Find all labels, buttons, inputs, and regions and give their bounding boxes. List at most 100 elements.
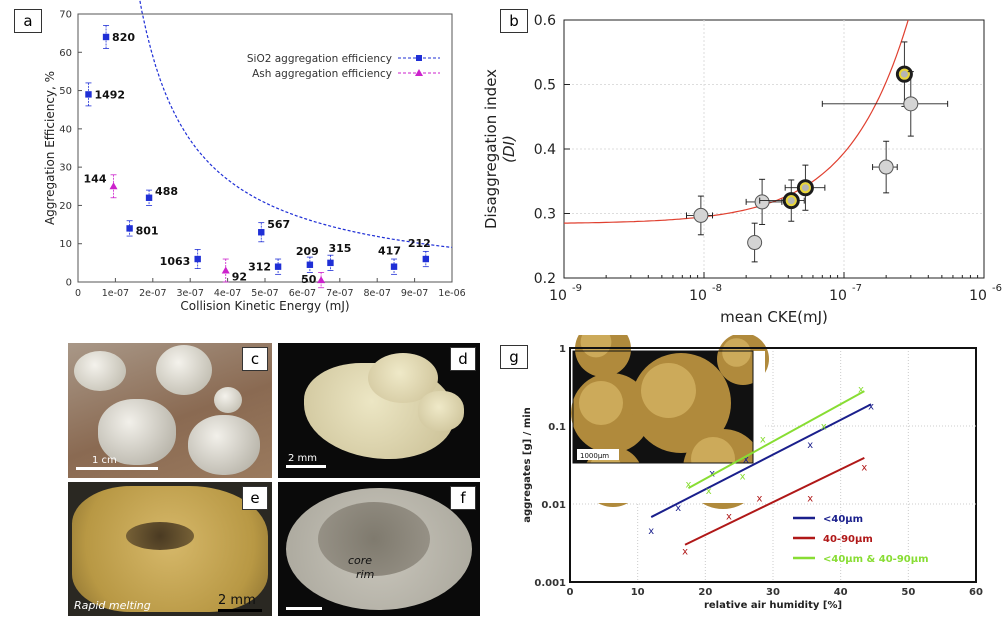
sio2-point [422, 255, 430, 263]
inset-aggregate-highlight [580, 335, 612, 358]
x-tick-exponent: -8 [712, 283, 722, 294]
y-tick-label: 0 [66, 278, 72, 289]
fit-curve [564, 19, 909, 224]
data-point: x [648, 526, 654, 537]
x-tick-label: 1e-07 [102, 288, 129, 299]
inset-scale-text: 1000µm [580, 452, 609, 460]
data-point: x [675, 503, 681, 514]
scale-bar-c [76, 467, 158, 470]
data-label: 1063 [160, 255, 191, 268]
x-axis-label: mean CKE(mJ) [720, 308, 828, 326]
data-label: 212 [408, 237, 431, 250]
y-tick-label: 0.4 [534, 142, 556, 158]
x-tick-label: 9e-07 [401, 288, 428, 299]
data-label: 92 [232, 271, 247, 284]
x-tick-label: 5e-07 [251, 288, 278, 299]
data-point: x [807, 493, 813, 504]
data-point [747, 235, 763, 251]
data-point: x [740, 471, 746, 482]
aggregate-ball [74, 351, 126, 391]
x-tick-label: 50 [901, 587, 915, 598]
fit-line [687, 390, 865, 489]
sio2-fit-curve [139, 0, 453, 248]
x-tick-label: 10 [829, 288, 847, 304]
scale-bar-f [286, 607, 322, 610]
y-tick-label: 50 [59, 86, 72, 97]
x-tick-label: 10 [549, 288, 567, 304]
data-label: 488 [155, 185, 178, 198]
x-tick-label: 3e-07 [176, 288, 203, 299]
inset-aggregate-highlight [579, 381, 623, 425]
data-point [693, 207, 709, 223]
legend-marker [416, 55, 422, 61]
y-tick-label: 10 [59, 239, 72, 250]
data-point: x [807, 440, 813, 451]
x-tick-label: 20 [698, 587, 712, 598]
chart-g: 0 10 20 30 40 50 60 0.001 0.01 0.1 1 relative air h… [522, 335, 983, 611]
sio2-point [274, 263, 282, 270]
x-tick-label: 0 [567, 587, 574, 598]
highlight-ring [799, 182, 811, 194]
data-point [878, 159, 894, 175]
y-axis-label: Disaggregation index [482, 69, 500, 229]
x-axis-label: Collision Kinetic Energy (mJ) [180, 299, 349, 313]
x-tick-exponent: -7 [852, 283, 862, 294]
data-point: x [685, 480, 691, 491]
x-tick-label: 6e-07 [289, 288, 316, 299]
data-point: x [821, 422, 827, 433]
x-tick-label: 8e-07 [363, 288, 390, 299]
inset-scale-box [577, 449, 619, 460]
y-tick-label: 70 [59, 10, 72, 21]
ash-point [109, 182, 118, 190]
sio2-point [258, 229, 265, 236]
data-label: 312 [248, 261, 271, 274]
data-point: x [682, 546, 688, 557]
y-tick-label: 0.2 [534, 271, 556, 287]
legend-label: <40µm [823, 514, 863, 525]
ash-point [221, 266, 230, 274]
aggregate-cluster [418, 391, 464, 431]
data-point: x [868, 402, 874, 413]
data-label: 144 [84, 172, 107, 185]
fit-line [650, 403, 872, 518]
highlight-ring [785, 195, 797, 207]
y-tick-label: 1 [559, 344, 566, 355]
legend-label: SiO2 aggregation efficiency [247, 53, 392, 65]
ash-point [317, 276, 326, 284]
x-tick-label: 10 [969, 288, 987, 304]
x-tick-label: 0 [75, 288, 81, 299]
x-tick-label: 7e-07 [326, 288, 353, 299]
panel-label-f: f [450, 486, 476, 510]
x-tick-label: 10 [689, 288, 707, 304]
x-tick-exponent: -6 [992, 283, 1002, 294]
y-tick-label: 60 [59, 48, 72, 59]
melt-cavity [126, 522, 194, 550]
scale-text-e: 2 mm [218, 593, 256, 608]
panel-label-c: c [242, 347, 268, 371]
data-label: 209 [296, 245, 319, 258]
x-tick-label: 4e-07 [214, 288, 241, 299]
y-tick-label: 0.5 [534, 78, 556, 94]
x-tick-label: 30 [766, 587, 780, 598]
x-tick-exponent: -9 [572, 283, 582, 294]
data-label: 50 [301, 273, 317, 286]
inset-aggregate-highlight [641, 363, 696, 418]
x-tick-label: 2e-07 [139, 288, 166, 299]
scale-text-d: 2 mm [288, 453, 318, 464]
aggregate-ball [188, 415, 260, 475]
data-point: x [706, 486, 712, 497]
x-tick-label: 1e-06 [438, 288, 465, 299]
photo-d-aggregate: d 2 mm [278, 343, 480, 478]
data-point: x [760, 435, 766, 446]
data-label: 801 [136, 224, 159, 237]
chart-b: 10 -9 10 -8 10 -7 10 -6 0.2 0.3 0.4 0.5 0.6 mean CKE(… [482, 13, 1002, 326]
panel-label-b: b [500, 9, 528, 33]
aggregate-ball [98, 399, 176, 465]
aggregate-ball [156, 345, 212, 395]
y-tick-label: 20 [59, 201, 72, 212]
sio2-point [126, 225, 133, 232]
y-tick-label: 40 [59, 124, 72, 135]
panel-label-d: d [450, 347, 476, 371]
data-point: x [743, 454, 749, 465]
photo-c-aggregates: c 1 cm [68, 343, 272, 478]
